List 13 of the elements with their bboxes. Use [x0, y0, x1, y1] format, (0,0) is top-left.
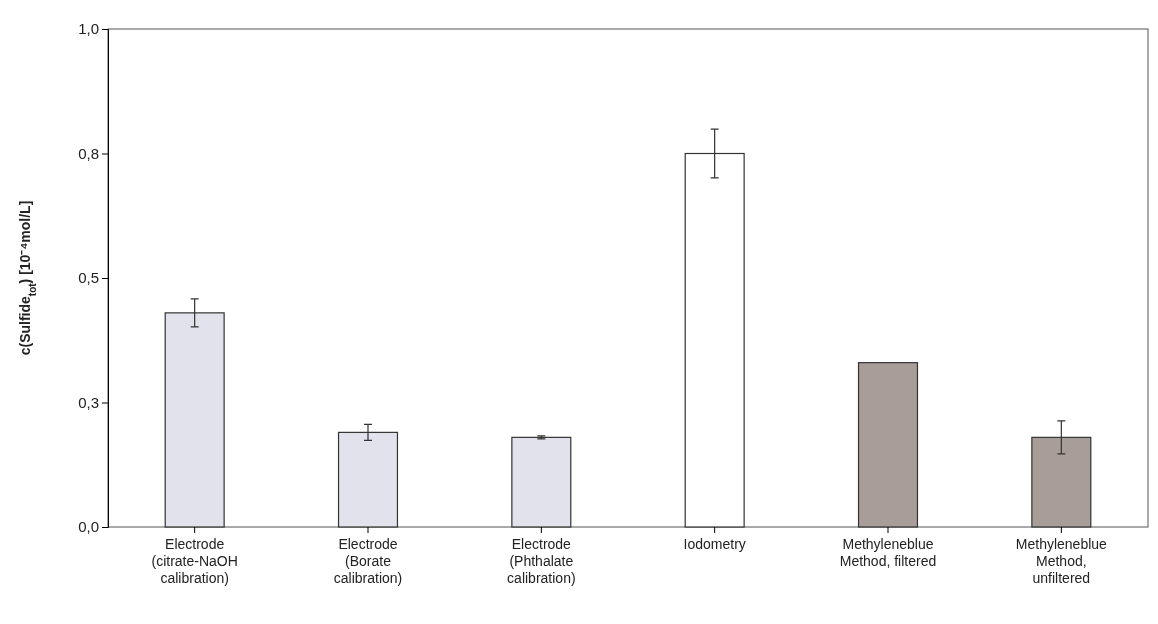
y-tick-label: 0,8: [78, 144, 99, 162]
y-tick-label: 1,0: [78, 20, 99, 38]
x-tick-label: Iodometry: [683, 536, 746, 552]
x-tick-label: Electrode (Phthalate calibration): [507, 536, 576, 586]
y-tick-label: 0,5: [78, 269, 99, 287]
bar: [511, 436, 572, 528]
y-tick-label: 0,0: [78, 518, 99, 536]
y-tick-label: 0,3: [78, 393, 99, 411]
bar: [857, 362, 919, 528]
x-tick-label: Electrode (Borate calibration): [333, 536, 403, 586]
x-tick-label: Electrode (citrate-NaOH calibration): [151, 536, 238, 586]
x-tick-label: Methyleneblue Method, unfiltered: [1015, 536, 1108, 586]
x-tick-label: Methyleneblue Method, filtered: [839, 536, 937, 569]
